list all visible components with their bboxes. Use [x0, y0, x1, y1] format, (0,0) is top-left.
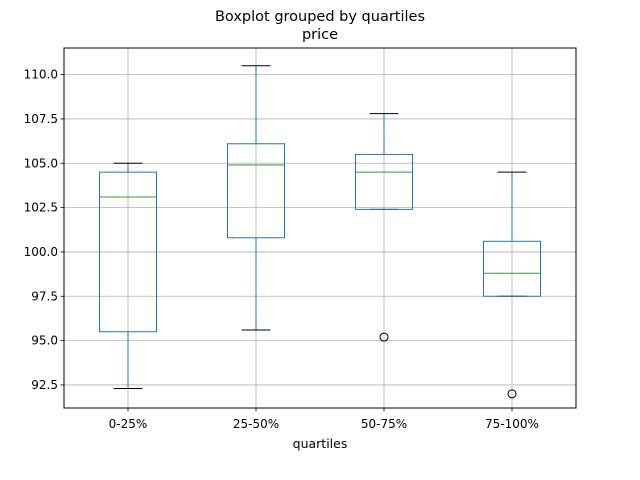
x-axis-label: quartiles: [293, 436, 348, 451]
plot-frame: [63, 47, 577, 409]
box-0-25%: [99, 162, 157, 389]
y-tick-label: 100.0: [24, 245, 58, 259]
outlier-point: [507, 389, 517, 399]
y-axis-ticks: 92.5 95.0 97.5 100.0 102.5 105.0 107.5 110.0: [24, 68, 64, 392]
iqr-box: [483, 240, 541, 297]
y-tick-label: 95.0: [31, 334, 58, 348]
x-tick-label: 25-50%: [233, 417, 279, 431]
chart-title: Boxplot grouped by quartiles: [215, 9, 425, 25]
y-tick-label: 102.5: [24, 201, 58, 215]
boxes: [99, 65, 541, 399]
x-tick-label: 50-75%: [361, 417, 407, 431]
grid-lines: [64, 48, 576, 408]
x-tick-label: 0-25%: [109, 417, 148, 431]
y-tick-label: 107.5: [24, 112, 58, 126]
y-tick-label: 105.0: [24, 156, 58, 170]
x-axis-ticks: 0-25% 25-50% 50-75% 75-100%: [109, 408, 539, 431]
box-75-100%: [483, 171, 541, 399]
y-tick-label: 97.5: [31, 289, 58, 303]
iqr-box: [227, 143, 285, 239]
y-tick-label: 92.5: [31, 378, 58, 392]
iqr-box: [355, 153, 413, 210]
x-tick-label: 75-100%: [485, 417, 539, 431]
box-50-75%: [355, 113, 413, 342]
outlier-point: [379, 332, 389, 342]
box-25-50%: [227, 65, 285, 331]
iqr-box: [99, 171, 157, 333]
y-tick-label: 110.0: [24, 68, 58, 82]
chart-subtitle: price: [302, 27, 338, 43]
